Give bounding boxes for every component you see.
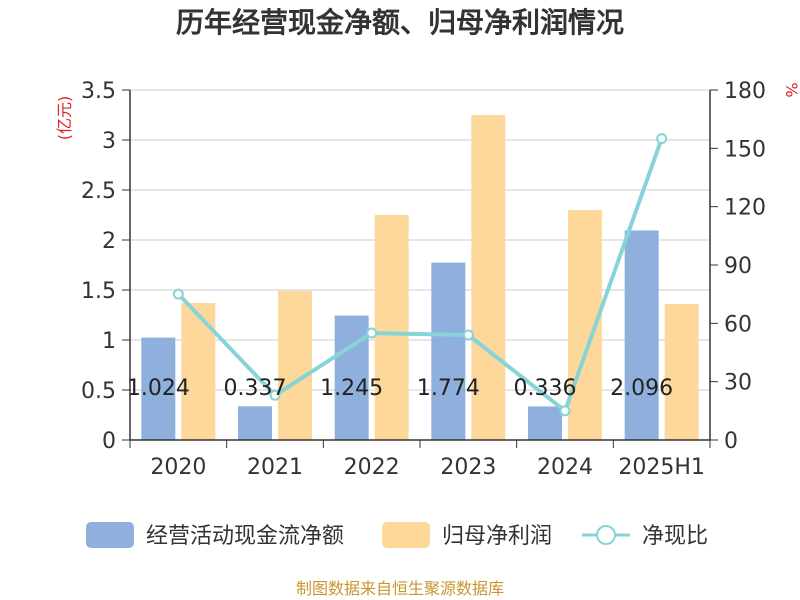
cash-flow-value-label: 0.337 [224,376,287,401]
ratio-line [176,137,664,415]
ratio-point-2024 [559,405,571,417]
right-axis-unit: % [782,82,800,97]
left-tick-label: 2 [102,229,116,254]
ratio-point-2025H1 [656,133,668,145]
ratio-line-layer [172,133,668,417]
data-labels: 1.024 0.337 1.245 1.774 0.336 2.096 [127,376,673,401]
right-tick-label: 180 [724,79,766,104]
bar-net-profit-2023 [471,115,506,440]
legend-swatch-net-profit[interactable] [382,522,430,548]
source-note: 制图数据来自恒生聚源数据库 [296,579,504,598]
bar-cash-flow-2022 [334,315,369,440]
left-axis-unit: (亿元) [55,96,74,141]
bar-net-profit-2022 [374,215,409,440]
cash-flow-value-label: 1.774 [417,376,480,401]
chart-title: 历年经营现金净额、归母净利润情况 [176,6,624,39]
legend-label-net-profit[interactable]: 归母净利润 [442,524,552,549]
left-tick-label: 3 [102,129,116,154]
left-tick-label: 0.5 [81,379,116,404]
ratio-point-2021 [269,389,281,401]
ratio-point-2020 [172,288,184,300]
right-tick-label: 120 [724,196,766,221]
bar-cash-flow-2020 [141,337,176,440]
cash-flow-value-label: 2.096 [610,376,673,401]
cash-flow-value-label: 1.024 [127,376,190,401]
bars [141,115,699,440]
legend-label-cash-flow[interactable]: 经营活动现金流净额 [146,524,344,549]
x-tick-label: 2021 [247,455,303,480]
right-tick-label: 150 [724,137,766,162]
legend-swatch-cash-flow[interactable] [86,522,134,548]
left-tick-label: 1 [102,329,116,354]
legend-marker-ratio[interactable] [596,525,616,545]
left-tick-label: 2.5 [81,179,116,204]
ratio-point-2022 [366,327,378,339]
grid-lines [130,89,710,391]
right-tick-label: 60 [724,312,752,337]
x-tick-label: 2020 [150,455,206,480]
legend[interactable]: 经营活动现金流净额 归母净利润 净现比 [86,522,708,549]
ratio-point-2023 [462,329,474,341]
x-tick-label: 2023 [440,455,496,480]
x-tick-label: 2025H1 [618,455,705,480]
axes: 0 0.5 1 1.5 2 2.5 3 3.5 0 30 60 90 120 150 180 2020 2021… [81,79,766,480]
right-tick-label: 0 [724,429,738,454]
right-tick-label: 30 [724,371,752,396]
left-tick-label: 3.5 [81,79,116,104]
cash-flow-value-label: 1.245 [320,376,383,401]
bar-cash-flow-2024 [528,406,562,440]
cash-flow-value-label: 0.336 [514,376,577,401]
legend-label-ratio[interactable]: 净现比 [642,524,708,549]
bar-net-profit-2020 [181,303,216,440]
left-tick-label: 1.5 [81,279,116,304]
bar-net-profit-2021 [278,291,312,440]
x-tick-label: 2024 [537,455,593,480]
bar-cash-flow-2023 [431,262,466,440]
bar-net-profit-2025H1 [664,304,699,440]
left-tick-label: 0 [102,429,116,454]
bar-cash-flow-2021 [238,406,272,440]
x-tick-label: 2022 [344,455,400,480]
bar-cash-flow-2025H1 [624,230,659,440]
right-tick-label: 90 [724,254,752,279]
